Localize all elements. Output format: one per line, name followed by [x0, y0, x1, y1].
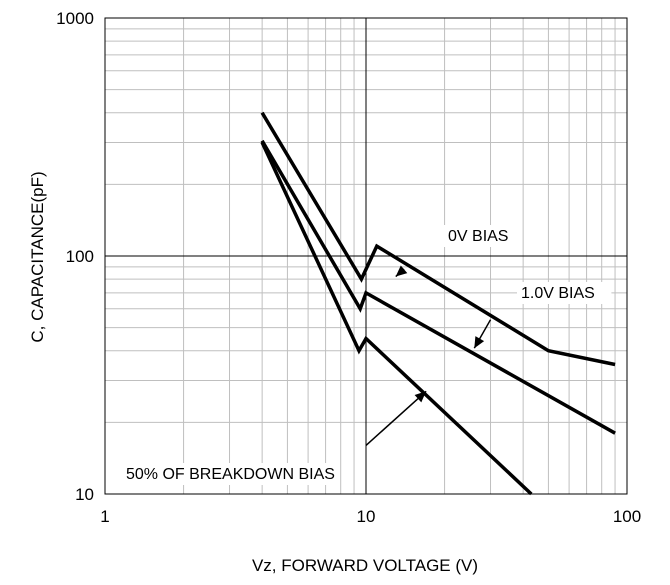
annotations: 0V BIAS 1.0V BIAS 50% OF BREAKDOWN BIAS	[122, 225, 612, 485]
x-tick-label: 10	[357, 507, 376, 526]
y-tick-label: 10	[75, 485, 94, 504]
annotation-label: 1.0V BIAS	[521, 285, 595, 302]
annotation-arrowhead	[395, 265, 408, 277]
x-tick-label: 1	[100, 507, 109, 526]
x-tick-label: 100	[613, 507, 641, 526]
series-line-3	[260, 141, 533, 496]
annotation-label: 0V BIAS	[448, 228, 508, 245]
annotation-label-background	[444, 225, 520, 247]
annotation-arrow-line	[365, 390, 427, 446]
annotation-label-background	[122, 463, 332, 485]
annotation-arrowhead	[414, 391, 427, 403]
grid	[105, 18, 627, 494]
annotation-label-background	[517, 282, 612, 304]
tick-labels: 1 10 100 10 100 1000	[56, 9, 641, 526]
annotation-arrowhead	[474, 336, 485, 349]
series-line-2	[260, 139, 616, 435]
series-lines	[260, 111, 616, 496]
x-axis-title: Vz, FORWARD VOLTAGE (V)	[252, 556, 478, 575]
annotation-label: 50% OF BREAKDOWN BIAS	[126, 466, 335, 483]
y-tick-label: 1000	[56, 9, 94, 28]
plot-frame	[104, 17, 628, 495]
y-tick-label: 100	[66, 247, 94, 266]
series-line-1	[260, 111, 616, 367]
y-axis-title: C, CAPACITANCE(pF)	[28, 171, 47, 342]
